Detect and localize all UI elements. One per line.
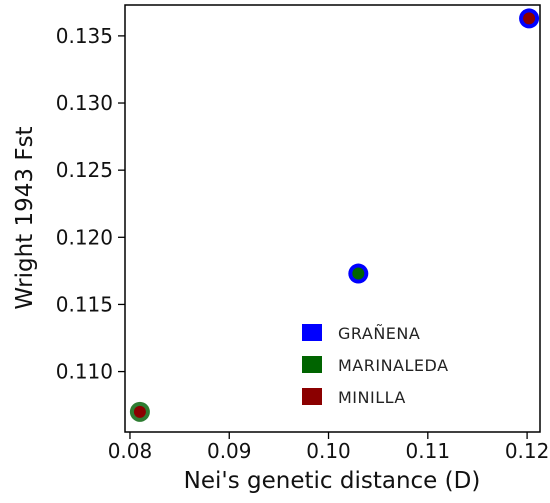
x-tick-label: 0.08 xyxy=(108,439,153,463)
point-inner-marker xyxy=(133,405,146,418)
y-tick-label: 0.125 xyxy=(56,158,113,182)
x-axis-ticks: 0.08 0.09 0.10 0.11 0.12 xyxy=(108,432,550,463)
y-tick-label: 0.130 xyxy=(56,91,113,115)
data-point xyxy=(519,8,540,29)
data-points xyxy=(129,8,540,422)
data-point xyxy=(129,401,150,422)
y-tick-label: 0.135 xyxy=(56,24,113,48)
legend-label: MINILLA xyxy=(338,388,406,407)
legend-label: MARINALEDA xyxy=(338,356,449,375)
point-inner-marker xyxy=(352,267,365,280)
legend-swatch xyxy=(302,324,322,341)
y-axis-ticks: 0.110 0.115 0.120 0.125 0.130 0.135 xyxy=(56,24,125,384)
x-tick-label: 0.11 xyxy=(406,439,451,463)
legend-swatch xyxy=(302,388,322,405)
y-tick-label: 0.115 xyxy=(56,292,113,316)
y-tick-label: 0.120 xyxy=(56,225,113,249)
data-point xyxy=(348,263,369,284)
y-axis-title: Wright 1943 Fst xyxy=(12,126,38,309)
y-tick-label: 0.110 xyxy=(56,360,113,384)
x-axis-title: Nei's genetic distance (D) xyxy=(184,468,481,494)
x-tick-label: 0.12 xyxy=(505,439,550,463)
legend-swatch xyxy=(302,356,322,373)
legend-entry: MINILLA xyxy=(302,388,406,407)
legend: GRAÑENA MARINALEDA MINILLA xyxy=(302,324,449,407)
legend-entry: MARINALEDA xyxy=(302,356,449,375)
point-inner-marker xyxy=(523,12,536,25)
plot-frame xyxy=(124,4,541,433)
x-tick-label: 0.10 xyxy=(306,439,351,463)
legend-label: GRAÑENA xyxy=(338,324,420,343)
x-tick-label: 0.09 xyxy=(207,439,252,463)
legend-entry: GRAÑENA xyxy=(302,324,420,343)
